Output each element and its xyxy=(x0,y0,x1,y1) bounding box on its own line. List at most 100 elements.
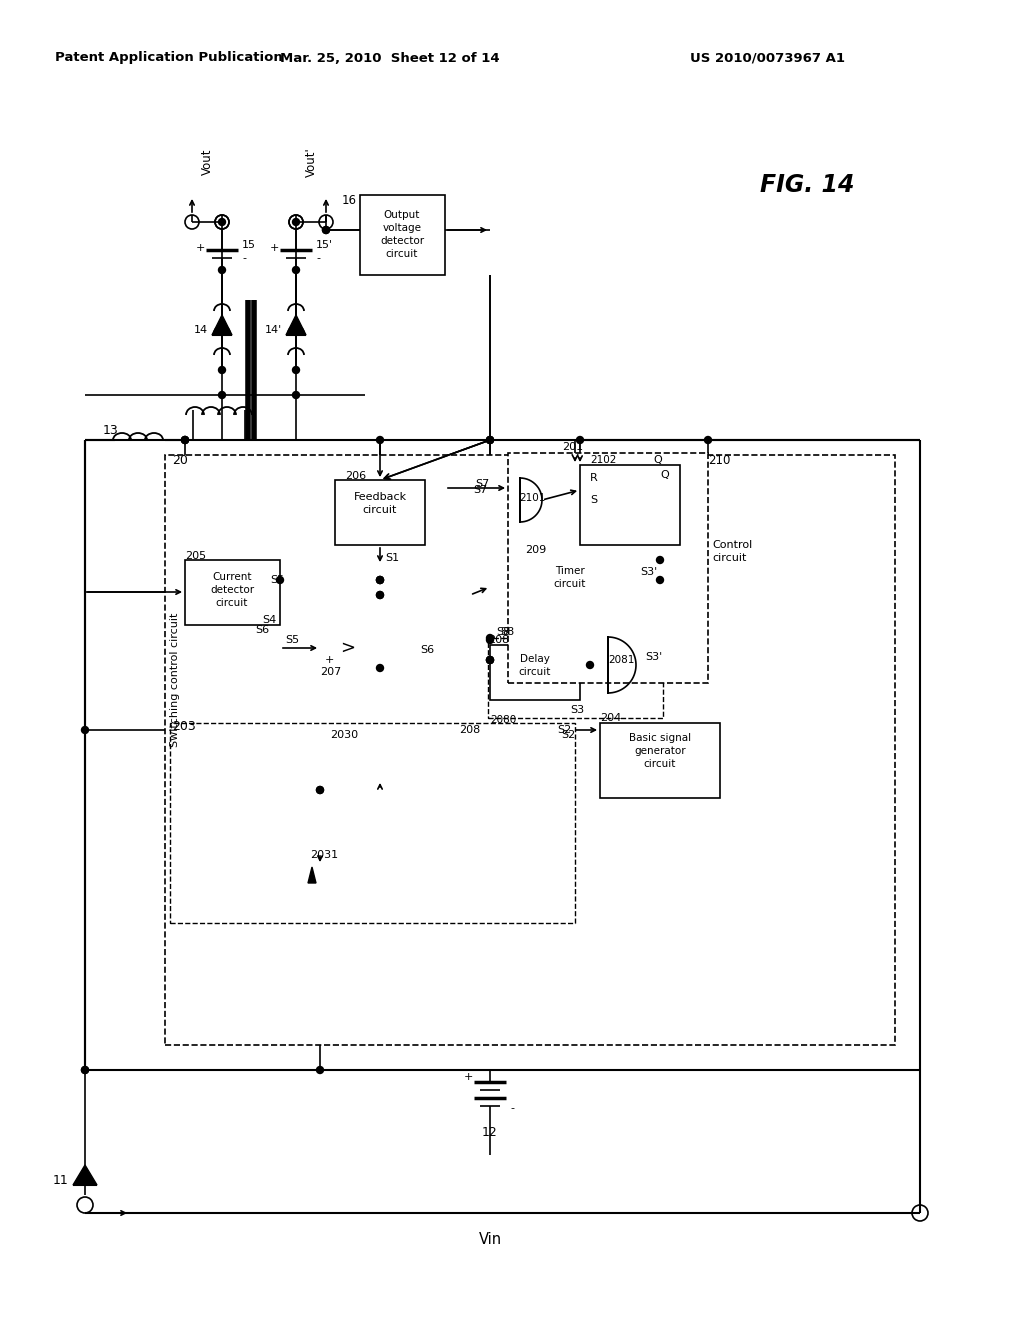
Text: +: + xyxy=(196,243,205,253)
Text: FIG. 14: FIG. 14 xyxy=(760,173,854,197)
Text: Current: Current xyxy=(212,572,252,582)
Circle shape xyxy=(181,437,188,444)
Text: S5: S5 xyxy=(270,576,284,585)
Text: 207: 207 xyxy=(319,667,341,677)
Text: circuit: circuit xyxy=(554,579,586,589)
Text: US 2010/0073967 A1: US 2010/0073967 A1 xyxy=(690,51,845,65)
Circle shape xyxy=(181,437,188,444)
Text: Basic signal: Basic signal xyxy=(629,733,691,743)
Circle shape xyxy=(377,577,384,583)
Text: circuit: circuit xyxy=(386,249,418,259)
Text: S: S xyxy=(590,495,597,506)
Text: 14': 14' xyxy=(265,325,282,335)
Text: Mar. 25, 2010  Sheet 12 of 14: Mar. 25, 2010 Sheet 12 of 14 xyxy=(281,51,500,65)
Text: voltage: voltage xyxy=(383,223,422,234)
Circle shape xyxy=(82,1067,88,1073)
Text: detector: detector xyxy=(210,585,254,595)
Text: 206: 206 xyxy=(345,471,367,480)
Text: 15': 15' xyxy=(316,240,333,249)
Text: 2080: 2080 xyxy=(490,715,516,725)
Text: R: R xyxy=(590,473,598,483)
Text: +: + xyxy=(463,1072,473,1082)
Text: 12: 12 xyxy=(482,1126,498,1138)
Text: -: - xyxy=(242,253,246,263)
Text: S4: S4 xyxy=(262,615,276,624)
Circle shape xyxy=(377,664,384,672)
Circle shape xyxy=(705,437,712,444)
Text: 13: 13 xyxy=(103,424,119,437)
Text: 210: 210 xyxy=(708,454,730,466)
Text: detector: detector xyxy=(380,236,424,246)
Circle shape xyxy=(377,437,384,444)
Text: 208: 208 xyxy=(488,635,509,645)
Circle shape xyxy=(587,661,594,668)
Bar xyxy=(488,638,663,718)
Circle shape xyxy=(218,267,225,273)
Text: circuit: circuit xyxy=(216,598,248,609)
Polygon shape xyxy=(319,620,385,700)
Circle shape xyxy=(377,577,384,583)
Circle shape xyxy=(486,635,494,642)
Circle shape xyxy=(316,787,324,793)
Text: +: + xyxy=(269,243,279,253)
Text: S2: S2 xyxy=(558,725,572,735)
Text: circuit: circuit xyxy=(362,506,397,515)
Polygon shape xyxy=(608,638,636,693)
Text: Q: Q xyxy=(653,455,662,465)
Text: Vout: Vout xyxy=(201,149,213,176)
Circle shape xyxy=(316,1067,324,1073)
Circle shape xyxy=(377,591,384,598)
Text: 204: 204 xyxy=(600,713,622,723)
Bar xyxy=(490,645,580,700)
Text: Q: Q xyxy=(660,470,669,480)
Circle shape xyxy=(486,437,494,444)
Text: Vin: Vin xyxy=(478,1233,502,1247)
Circle shape xyxy=(218,367,225,374)
Circle shape xyxy=(293,267,299,273)
Text: circuit: circuit xyxy=(644,759,676,770)
Bar xyxy=(165,455,895,1045)
Bar xyxy=(508,453,708,682)
Circle shape xyxy=(82,1067,88,1073)
Circle shape xyxy=(486,656,494,664)
Text: +: + xyxy=(325,655,335,665)
Text: S6: S6 xyxy=(255,624,269,635)
Text: 2102: 2102 xyxy=(590,455,616,465)
Bar xyxy=(520,554,620,620)
Text: 16: 16 xyxy=(342,194,357,206)
Text: S3: S3 xyxy=(570,705,584,715)
Circle shape xyxy=(656,557,664,564)
Polygon shape xyxy=(286,315,306,335)
Text: 2031: 2031 xyxy=(310,850,338,861)
Text: >: > xyxy=(341,639,355,657)
Text: S1: S1 xyxy=(385,553,399,564)
Circle shape xyxy=(486,437,494,444)
Polygon shape xyxy=(520,478,542,521)
Text: 14: 14 xyxy=(194,325,208,335)
Text: -: - xyxy=(510,1104,514,1113)
Text: S7: S7 xyxy=(474,484,488,495)
Text: 2030: 2030 xyxy=(330,730,358,741)
Text: 2101: 2101 xyxy=(519,492,546,503)
Circle shape xyxy=(293,367,299,374)
Polygon shape xyxy=(308,867,316,883)
Text: Feedback: Feedback xyxy=(353,492,407,502)
Text: 15: 15 xyxy=(242,240,256,249)
Circle shape xyxy=(323,227,330,234)
Text: Timer: Timer xyxy=(555,566,585,576)
Text: 2081: 2081 xyxy=(608,655,635,665)
Circle shape xyxy=(316,787,324,793)
Bar xyxy=(185,560,280,624)
Circle shape xyxy=(293,392,299,399)
Text: 205: 205 xyxy=(185,550,206,561)
Text: circuit: circuit xyxy=(712,553,746,564)
Bar xyxy=(170,723,575,923)
Text: 208: 208 xyxy=(459,725,480,735)
Text: S6: S6 xyxy=(420,645,434,655)
Text: S3': S3' xyxy=(640,568,657,577)
Text: 11: 11 xyxy=(52,1173,68,1187)
Text: S8: S8 xyxy=(500,627,514,638)
Bar xyxy=(600,723,720,799)
Circle shape xyxy=(486,656,494,664)
Text: 201: 201 xyxy=(562,442,583,451)
